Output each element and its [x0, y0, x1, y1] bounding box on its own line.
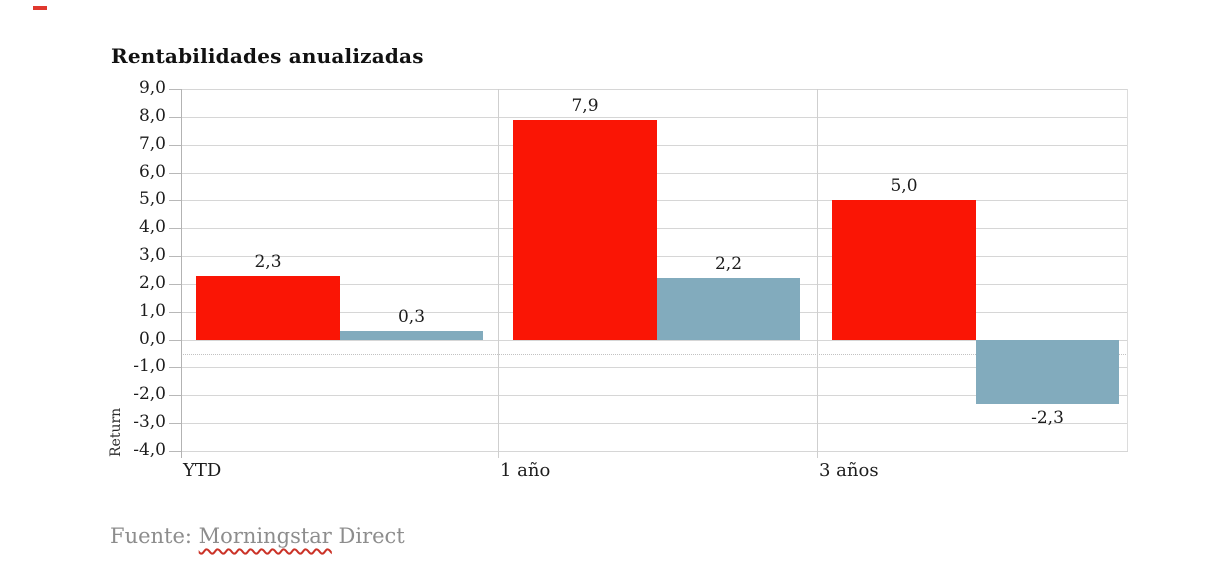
y-tick-label: 0,0 [138, 328, 166, 349]
y-tick-label: 3,0 [138, 245, 166, 266]
bar-value-label: 2,3 [254, 251, 282, 272]
y-tick-label: 9,0 [138, 78, 166, 98]
source-attribution: Fuente: Morningstar Direct [110, 524, 405, 548]
bar-red-series [513, 119, 657, 340]
bar-blue-gray-series [340, 331, 483, 340]
bar-blue-gray-series [657, 278, 800, 340]
gridline [181, 116, 1128, 118]
y-tick [169, 367, 181, 369]
y-tick [169, 339, 181, 341]
y-tick [169, 283, 181, 285]
y-tick-label: 7,0 [138, 133, 166, 154]
x-axis-label: 1 año [500, 460, 551, 481]
y-tick [169, 144, 181, 146]
source-prefix: Fuente: [110, 524, 199, 548]
y-tick [169, 256, 181, 258]
y-tick-label: -4,0 [133, 440, 166, 460]
x-axis-label: 3 años [819, 460, 879, 481]
y-tick-label: 4,0 [138, 217, 166, 238]
chart-title: Rentabilidades anualizadas [111, 44, 424, 68]
y-tick-label: 6,0 [138, 161, 166, 182]
gridline [181, 89, 1128, 90]
plot-right-edge [1127, 89, 1128, 451]
y-tick [169, 311, 181, 313]
y-tick-label: -2,0 [133, 384, 166, 405]
gridline [181, 367, 1128, 369]
y-tick [169, 116, 181, 118]
y-tick-label: 1,0 [138, 300, 166, 321]
gridline [181, 395, 1128, 397]
y-axis-title: Return [108, 407, 124, 457]
y-tick-label: 8,0 [138, 105, 166, 126]
y-tick-label: -3,0 [133, 412, 166, 433]
bar-value-label: 0,3 [397, 307, 426, 328]
bar-red-series [196, 275, 340, 340]
gridline [181, 451, 1128, 452]
red-dash-decoration [33, 6, 47, 10]
plot-area: 9,0 8,0 7,0 6,0 5,0 4,0 3,0 2,0 1,0 0,0 -1,0 -2,0 -3… [133, 80, 1128, 481]
bar-value-label: 7,9 [571, 95, 599, 116]
minor-gridline-dotted [181, 353, 1128, 355]
y-tick [169, 451, 181, 452]
gridline [181, 339, 1128, 341]
y-tick [169, 423, 181, 425]
y-tick [169, 200, 181, 202]
gridline [181, 423, 1128, 425]
category-separator [498, 89, 499, 458]
bar-value-label: -2,3 [1031, 407, 1064, 428]
x-axis-label: YTD [183, 460, 222, 481]
y-tick [169, 395, 181, 397]
y-tick [169, 228, 181, 230]
y-tick-label: 5,0 [138, 189, 166, 210]
source-suffix: Direct [331, 524, 405, 548]
bar-value-label: 2,2 [714, 254, 743, 275]
bar-value-label: 5,0 [890, 176, 918, 197]
bar-blue-gray-series [976, 339, 1119, 404]
category-separator [817, 89, 818, 458]
y-axis-line [181, 89, 182, 458]
y-tick-label: 2,0 [138, 272, 166, 293]
y-tick [169, 89, 181, 90]
y-tick-label: -1,0 [133, 356, 166, 377]
bar-red-series [832, 200, 976, 340]
y-tick [169, 172, 181, 174]
source-name-misspelled: Morningstar [198, 524, 332, 548]
